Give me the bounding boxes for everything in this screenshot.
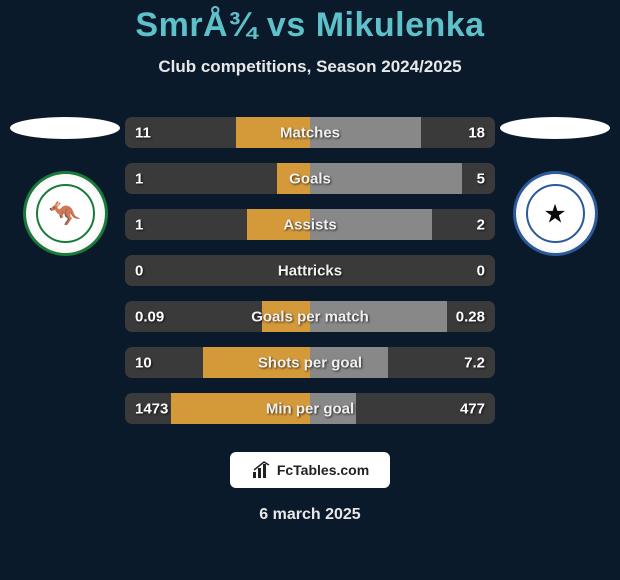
stat-label: Shots per goal	[258, 354, 362, 371]
stat-row: 1 5 Goals	[125, 163, 495, 194]
stat-row: 11 18 Matches	[125, 117, 495, 148]
stat-right-value: 0.28	[456, 308, 485, 325]
stat-row: 1 2 Assists	[125, 209, 495, 240]
stat-right-value: 477	[460, 400, 485, 417]
bohemians-praha-badge: 🦘	[23, 171, 108, 256]
player1-photo-placeholder	[10, 117, 120, 139]
stat-right-value: 5	[477, 170, 485, 187]
stat-label: Assists	[283, 216, 336, 233]
star-icon: ★	[543, 198, 566, 229]
stat-row: 1473 477 Min per goal	[125, 393, 495, 424]
stat-row: 0 0 Hattricks	[125, 255, 495, 286]
comparison-panel: 🦘 11 18 Matches 1 5 Goals 1 2 Assists 0 0 Hattricks…	[0, 117, 620, 424]
stat-label: Goals	[289, 170, 331, 187]
stat-left-value: 11	[135, 124, 151, 141]
player1-name: SmrÅ¾	[135, 6, 257, 44]
stat-label: Goals per match	[251, 308, 369, 325]
player2-photo-placeholder	[500, 117, 610, 139]
stat-label: Min per goal	[266, 400, 354, 417]
stat-label: Hattricks	[278, 262, 342, 279]
stat-right-value: 18	[468, 124, 485, 141]
stat-left-value: 1	[135, 216, 143, 233]
stat-left-value: 1473	[135, 400, 168, 417]
chart-icon	[251, 460, 271, 480]
stat-right-fill	[310, 163, 462, 194]
brand-badge[interactable]: FcTables.com	[230, 452, 390, 488]
kangaroo-icon: 🦘	[49, 198, 81, 229]
stat-bars: 11 18 Matches 1 5 Goals 1 2 Assists 0 0 Hattricks 0.…	[125, 117, 495, 424]
left-side: 🦘	[5, 117, 125, 256]
page-title: SmrÅ¾ vs Mikulenka	[0, 0, 620, 45]
stat-right-value: 0	[477, 262, 485, 279]
right-side: ★	[495, 117, 615, 256]
stat-right-value: 7.2	[464, 354, 485, 371]
stat-left-value: 0.09	[135, 308, 164, 325]
footer-date: 6 march 2025	[0, 506, 620, 524]
stat-left-value: 0	[135, 262, 143, 279]
brand-text: FcTables.com	[277, 462, 369, 478]
player2-name: Mikulenka	[316, 6, 485, 44]
stat-left-value: 1	[135, 170, 143, 187]
stat-label: Matches	[280, 124, 340, 141]
subtitle: Club competitions, Season 2024/2025	[0, 57, 620, 77]
stat-row: 0.09 0.28 Goals per match	[125, 301, 495, 332]
stat-row: 10 7.2 Shots per goal	[125, 347, 495, 378]
stat-right-value: 2	[477, 216, 485, 233]
stat-left-value: 10	[135, 354, 152, 371]
sk-sigma-olomouc-badge: ★	[513, 171, 598, 256]
vs-label: vs	[267, 6, 306, 44]
